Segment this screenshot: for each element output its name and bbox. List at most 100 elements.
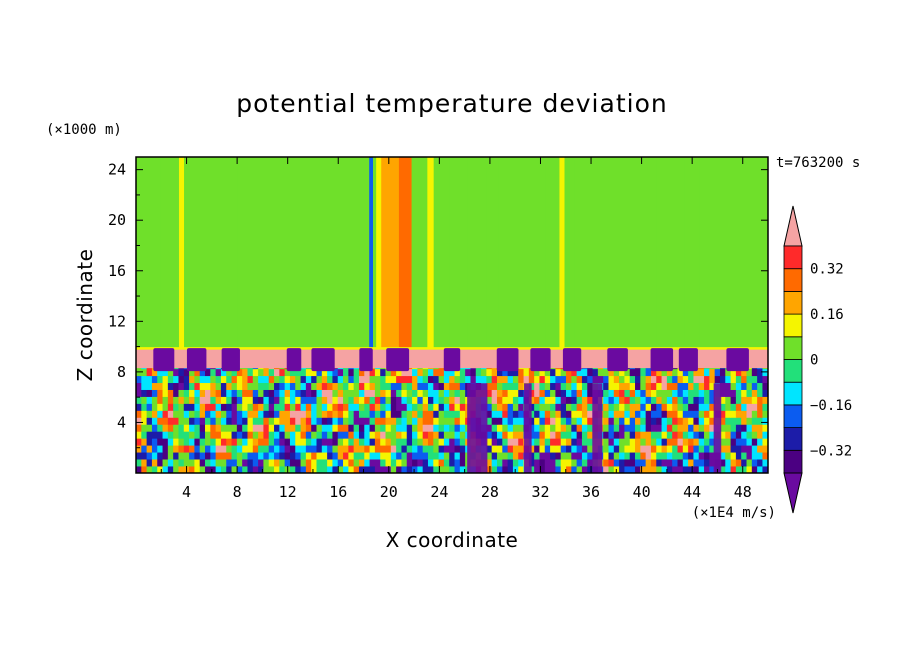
lower-region-cell xyxy=(279,375,286,384)
lower-region-cell xyxy=(146,452,153,460)
lower-region-cell xyxy=(348,403,355,411)
lower-region-cell xyxy=(385,424,392,432)
lower-region-cell xyxy=(178,438,185,446)
lower-region-cell xyxy=(661,417,668,425)
lower-region-cell xyxy=(459,445,466,453)
lower-region-cell xyxy=(167,417,174,425)
lower-region-cell xyxy=(682,466,689,473)
lower-region-cell xyxy=(332,368,339,370)
x-tick-label: 16 xyxy=(329,483,347,501)
lower-region-cell xyxy=(502,410,509,418)
lower-region-cell xyxy=(194,438,201,446)
y-axis-label: Z coordinate xyxy=(73,249,97,382)
lower-region-cell xyxy=(571,459,578,467)
lower-region-cell xyxy=(151,417,158,425)
lower-region-cell xyxy=(661,410,668,418)
lower-region-cell xyxy=(300,459,307,467)
lower-region-cell xyxy=(205,438,211,446)
lower-region-cell xyxy=(640,368,647,370)
lower-region-cell xyxy=(337,368,344,370)
lower-region-cell xyxy=(449,452,455,460)
lower-region-cell xyxy=(183,431,190,439)
lower-region-cell xyxy=(719,368,726,377)
lower-region-cell xyxy=(704,403,710,411)
lower-region-cell xyxy=(141,382,148,390)
lower-region-cell xyxy=(274,368,280,377)
lower-region-cell xyxy=(746,424,753,432)
lower-region-cell xyxy=(640,452,647,460)
colorbar-swatch xyxy=(783,449,803,474)
lower-region-cell xyxy=(682,389,689,397)
lower-region-cell xyxy=(502,403,509,411)
lower-region-cell xyxy=(151,368,158,377)
lower-region-cell xyxy=(635,368,641,377)
lower-region-cell xyxy=(173,452,179,460)
band-purple-blob xyxy=(186,348,207,372)
lower-region-cell xyxy=(231,424,238,432)
lower-region-cell xyxy=(518,382,524,390)
lower-region-cell xyxy=(688,424,694,432)
lower-region-cell xyxy=(210,368,217,377)
lower-region-cell xyxy=(385,452,392,460)
lower-region-cell xyxy=(146,403,153,411)
lower-region-cell xyxy=(390,459,397,467)
lower-region-cell xyxy=(762,410,768,418)
lower-region-cell xyxy=(300,368,307,377)
lower-region-cell xyxy=(762,452,768,460)
lower-region-cell xyxy=(199,396,206,404)
lower-region-cell xyxy=(258,459,264,467)
lower-region-cell xyxy=(215,375,222,384)
lower-region-cell xyxy=(258,403,264,411)
lower-region-cell xyxy=(762,438,768,446)
lower-region-cell xyxy=(730,445,737,453)
lower-region-cell xyxy=(252,466,259,473)
lower-region-cell xyxy=(491,424,498,432)
lower-region-cell xyxy=(512,368,519,377)
lower-region-cell xyxy=(746,459,753,467)
lower-region-cell xyxy=(656,375,662,384)
lower-region-cell xyxy=(688,459,694,467)
lower-region-cell xyxy=(136,368,142,370)
lower-region-cell xyxy=(194,459,201,467)
lower-region-cell xyxy=(438,389,445,397)
lower-region-cell xyxy=(709,466,716,473)
lower-region-cell xyxy=(550,438,556,446)
lower-region-cell xyxy=(555,368,562,370)
lower-region-cell xyxy=(454,431,461,439)
lower-region-cell xyxy=(284,403,291,411)
lower-region-cell xyxy=(502,382,509,390)
lower-region-cell xyxy=(571,382,578,390)
lower-region-cell xyxy=(666,417,673,425)
lower-region-cell xyxy=(491,368,498,377)
lower-region-cell xyxy=(624,431,631,439)
lower-region-cell xyxy=(629,424,636,432)
lower-region-cell xyxy=(576,417,583,425)
lower-region-cell xyxy=(725,424,731,432)
lower-region-cell xyxy=(566,466,572,473)
lower-region-cell xyxy=(242,466,248,473)
lower-region-cell xyxy=(167,375,174,384)
lower-region-cell xyxy=(544,459,551,467)
lower-region-cell xyxy=(279,410,286,418)
lower-region-cell xyxy=(343,368,349,370)
lower-region-cell xyxy=(274,445,280,453)
lower-region-cell xyxy=(390,431,397,439)
lower-region-cell xyxy=(401,368,408,377)
lower-region-cell xyxy=(417,389,424,397)
lower-region-cell xyxy=(401,459,408,467)
lower-region-cell xyxy=(544,403,551,411)
lower-region-cell xyxy=(141,431,148,439)
lower-region-cell xyxy=(422,438,429,446)
lower-region-cell xyxy=(523,368,530,370)
lower-region-cell xyxy=(693,375,700,384)
lower-region-cell xyxy=(619,403,625,411)
lower-region-cell xyxy=(581,445,588,453)
lower-region-cell xyxy=(544,396,551,404)
lower-region-cell xyxy=(550,445,556,453)
lower-region-cell xyxy=(571,438,578,446)
lower-region-cell xyxy=(528,417,535,425)
lower-region-cell xyxy=(348,382,355,390)
lower-region-cell xyxy=(236,452,243,460)
lower-region-cell xyxy=(512,466,519,473)
lower-region-cell xyxy=(677,431,684,439)
